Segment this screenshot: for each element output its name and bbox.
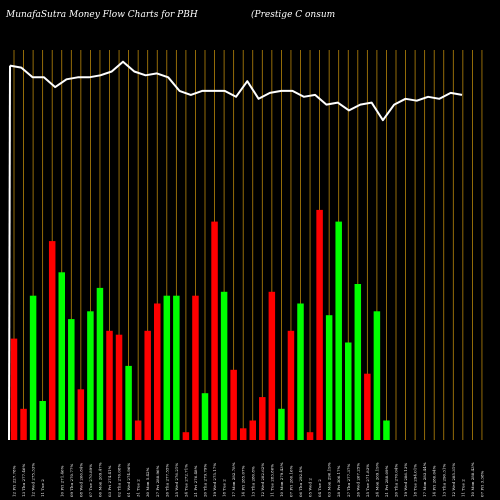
x-tick-label: 01 Wed 274.96% — [126, 463, 131, 497]
bar — [115, 334, 123, 440]
x-tick-label: 14 Fri 286.04% — [432, 465, 437, 497]
x-tick-label: 12 Wed 275.33% — [31, 463, 36, 497]
chart-title-company: (Prestige C onsum — [251, 9, 335, 20]
x-tick-label: 19 Wed 286.13% — [403, 463, 408, 497]
bar — [163, 295, 171, 440]
x-tick-label: 24 Mon 269.19% — [374, 462, 379, 497]
x-tick-label: 11 Tue 2 — [460, 479, 465, 497]
bar — [335, 221, 342, 440]
x-tick-label: 10 Mon 279.43% — [279, 462, 284, 497]
x-tick-label: 21 Fri 276.48% — [193, 465, 198, 497]
x-tick-label: 07 Fri 286.16% — [288, 465, 293, 497]
x-tick-label: 12 Fri 227.78% — [12, 465, 17, 497]
x-tick-label: 28 Fri 306.17% — [336, 465, 341, 497]
x-tick-label: 13 Thu 277.46% — [21, 464, 26, 497]
x-tick-label: 31 Tue 2 — [136, 479, 141, 497]
bar — [144, 330, 151, 440]
bar — [154, 303, 161, 440]
bar — [29, 295, 37, 440]
bar — [201, 393, 209, 440]
bar — [345, 342, 352, 440]
x-tick-label: 06 Mon 269.47% — [97, 462, 102, 497]
x-tick-label: 10 Mon 288.43% — [470, 462, 475, 497]
x-tick-label: 18 Tue 2 — [222, 479, 227, 497]
bar — [134, 420, 142, 440]
bar — [48, 241, 56, 440]
x-tick-label: 30 Mon 5.42% — [145, 467, 150, 497]
x-tick-label: 20 Thu 279.79% — [203, 464, 208, 497]
x-tick-label: 27 Thu 277.37% — [346, 464, 351, 497]
x-tick-label: 13 Thu 290.31% — [441, 464, 446, 497]
bar — [96, 287, 104, 440]
bar — [211, 221, 218, 440]
bar — [383, 420, 390, 440]
x-tick-label: 09 Thu 270.77% — [69, 464, 74, 497]
grid-lines — [13, 50, 483, 440]
bar — [10, 338, 18, 440]
bar — [230, 369, 237, 440]
bar — [278, 408, 285, 440]
x-tick-label: 12 Wed 285.31% — [451, 463, 456, 497]
x-tick-label: 10 Fri 271.46% — [59, 465, 64, 497]
x-tick-label: 12 Wed 282.62% — [260, 463, 265, 497]
money-flow-series-line — [9, 60, 463, 122]
x-tick-label: 21 Fri 288.09% — [384, 465, 389, 497]
x-tick-label: 04 Tue 2 — [317, 479, 322, 497]
bar — [220, 291, 228, 440]
bar — [68, 319, 75, 440]
x-axis-tick-labels: 12 Fri 227.78% 13 Thu 277.46% 12 Wed 275.3… — [12, 462, 485, 497]
money-flow-line — [8, 60, 463, 441]
x-tick-label: 03 Fri 274.41% — [107, 465, 112, 497]
bar — [259, 397, 266, 440]
x-tick-label: 17 Mon 282.78% — [231, 462, 236, 497]
bar — [39, 401, 46, 440]
bar — [373, 311, 381, 440]
bar — [297, 303, 304, 440]
bar — [125, 365, 132, 440]
x-tick-label: 19 Wed 275.17% — [212, 463, 217, 497]
x-tick-label: 25 Wed 276.21% — [174, 463, 179, 497]
bar — [287, 330, 295, 440]
bar — [106, 330, 113, 440]
bar — [354, 284, 362, 440]
bar — [268, 291, 276, 440]
volume-bars — [10, 209, 390, 440]
bar — [173, 295, 180, 440]
bar — [306, 432, 314, 440]
bar — [58, 272, 65, 440]
x-tick-label: 26 Wed 267.25% — [355, 463, 360, 497]
bar — [182, 432, 190, 440]
x-tick-label: 14 Fri 285.07% — [241, 465, 246, 497]
bar — [249, 420, 256, 440]
x-tick-label: 02 Thu 276.08% — [117, 464, 122, 497]
x-tick-label: 24 Tue 272.71% — [183, 464, 188, 497]
bar — [77, 389, 85, 440]
x-tick-label: 18 Tue 294.01% — [413, 464, 418, 497]
x-tick-label: 07 Fri 3.38% — [479, 470, 484, 497]
bar — [364, 373, 371, 440]
x-tick-label: 03 Mon 296.19% — [327, 462, 332, 497]
x-tick-label: 25 Tue 271.83% — [365, 464, 370, 497]
x-tick-label: 05 Wed 2 — [308, 478, 313, 497]
x-tick-label: 27 Fri 288.96% — [155, 465, 160, 497]
x-tick-label: 17 Mon 283.44% — [422, 462, 427, 497]
x-tick-label: 13 Thu 280.8% — [250, 466, 255, 497]
x-tick-label: 11 Tue 283.86% — [269, 464, 274, 497]
x-tick-label: 20 Thu 270.04% — [394, 464, 399, 497]
x-tick-label: 26 Thu 277.55% — [164, 464, 169, 497]
bar — [87, 311, 94, 440]
x-tick-label: 07 Tue 270.89% — [88, 464, 93, 497]
chart-title: MunafaSutra Money Flow Charts for PBH — [5, 10, 198, 20]
bar — [192, 295, 199, 440]
x-tick-label: 06 Thu 292.4% — [298, 466, 303, 497]
x-tick-label: 11 Tue 2 — [40, 479, 45, 497]
money-flow-start-segment — [8, 65, 11, 441]
bar — [20, 408, 27, 440]
x-tick-label: 08 Wed 266.84% — [78, 463, 83, 497]
bar — [316, 209, 323, 440]
bar — [239, 428, 247, 440]
bar — [325, 315, 333, 440]
